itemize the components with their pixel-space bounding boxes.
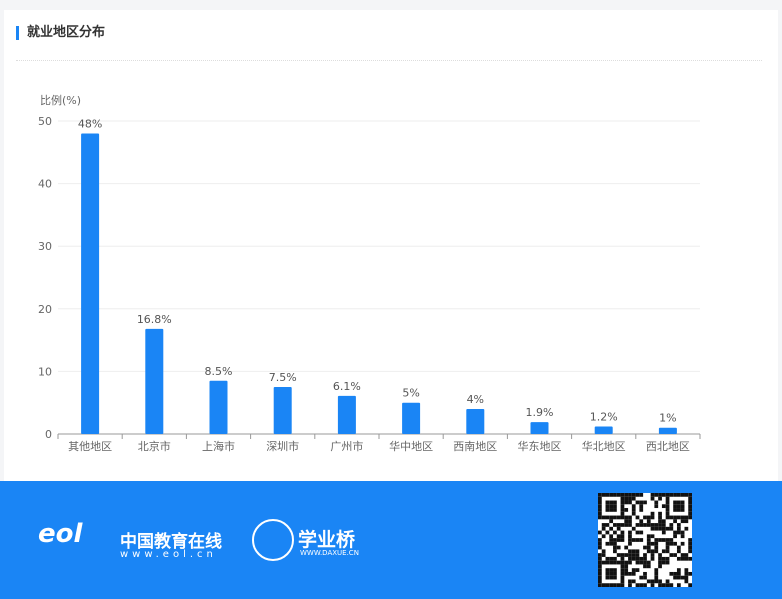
y-tick-label: 20 (38, 303, 52, 316)
divider (16, 60, 762, 61)
y-axis-label: 比例(%) (40, 93, 81, 107)
eol-url: www.eol.cn (120, 549, 217, 560)
section-title: 就业地区分布 (16, 26, 105, 40)
data-label: 7.5% (269, 371, 297, 384)
y-tick-label: 30 (38, 240, 52, 253)
x-tick-label: 深圳市 (266, 439, 299, 453)
x-tick-label: 北京市 (138, 439, 171, 453)
data-label: 4% (467, 393, 484, 406)
data-label: 16.8% (137, 313, 172, 326)
data-label: 48% (78, 118, 102, 131)
data-label: 8.5% (205, 365, 233, 378)
y-tick-label: 10 (38, 365, 52, 378)
chart-card (4, 10, 778, 481)
data-label: 1.2% (590, 410, 618, 423)
bar (466, 408, 485, 434)
xueyeqiao-url: WWW.DAXUE.CN (300, 549, 359, 557)
y-tick-label: 0 (45, 428, 52, 441)
x-tick-label: 西北地区 (646, 440, 690, 453)
y-tick-label: 50 (38, 115, 52, 128)
x-tick-label: 华北地区 (582, 439, 626, 453)
bar (658, 427, 677, 434)
bar (337, 395, 356, 434)
xueyeqiao-name: 学业桥 (298, 529, 356, 551)
eol-name: 中国教育在线 (120, 532, 222, 552)
x-tick-label: 华东地区 (518, 439, 562, 453)
bar (273, 387, 292, 434)
qr-code-icon (598, 493, 692, 587)
data-label: 6.1% (333, 380, 361, 393)
x-tick-label: 华中地区 (389, 439, 433, 453)
bar (402, 402, 421, 434)
bar (530, 422, 549, 434)
data-label: 5% (402, 387, 419, 400)
x-tick-label: 上海市 (202, 439, 235, 453)
xueyeqiao-logo-icon (252, 519, 294, 561)
footer: eol 中国教育在线 www.eol.cn 学业桥 WWW.DAXUE.CN (0, 481, 782, 599)
bar-chart: 比例(%) 0 10 20 30 40 50 48% 其他地区 16.8% 北京市 8.5% 上海市 7.… (38, 93, 701, 453)
bar (594, 426, 613, 434)
y-tick-label: 40 (38, 178, 52, 191)
x-tick-label: 其他地区 (68, 440, 112, 453)
x-tick-label: 广州市 (330, 439, 363, 453)
bar (145, 328, 164, 434)
bar (81, 133, 100, 434)
x-tick-label: 西南地区 (453, 440, 497, 453)
eol-logo[interactable]: eol (38, 519, 83, 549)
data-label: 1.9% (526, 406, 554, 419)
bar (209, 380, 228, 434)
data-label: 1% (659, 412, 676, 425)
